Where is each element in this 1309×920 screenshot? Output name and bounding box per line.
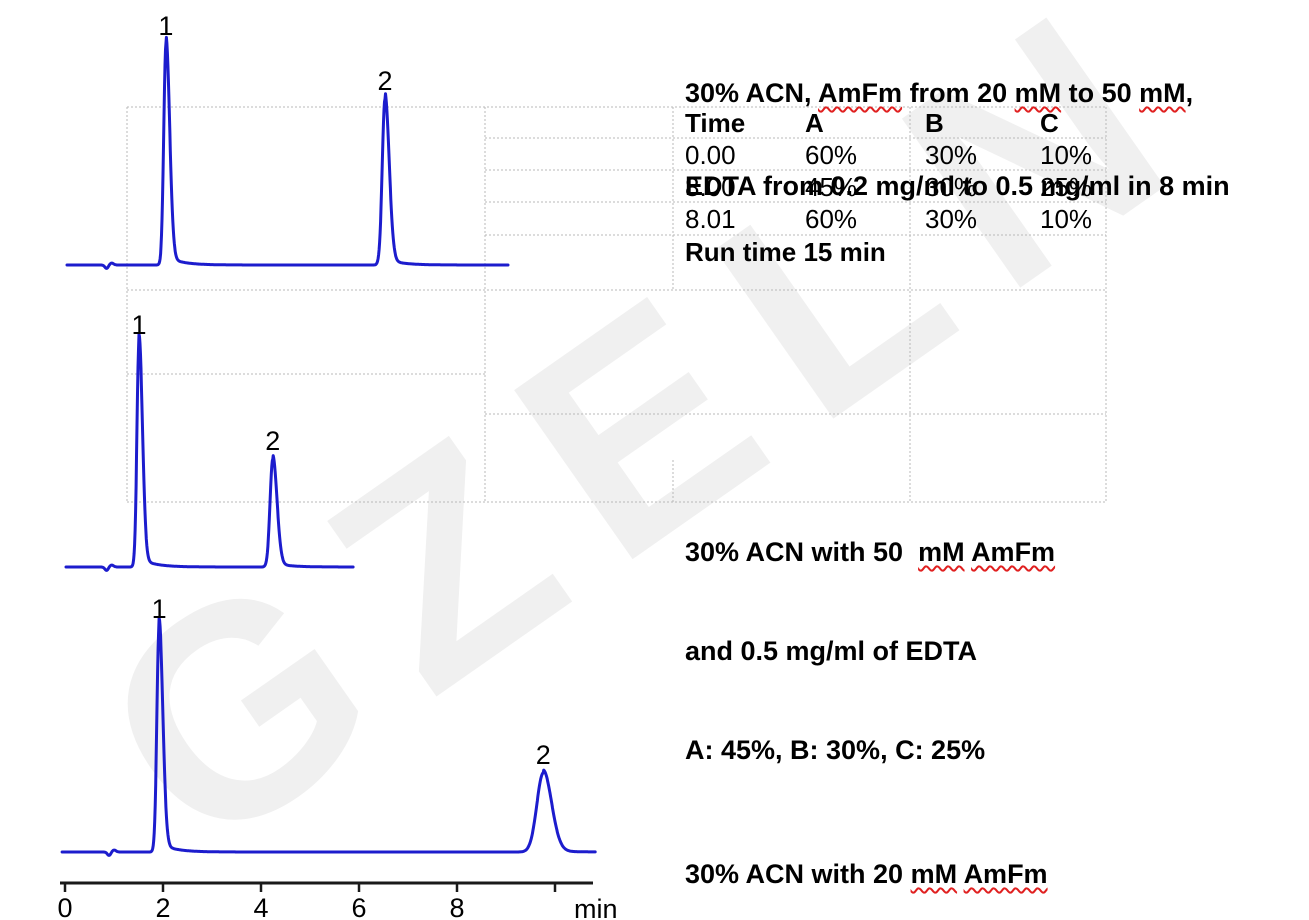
annotation-middle-line2: and 0.5 mg/ml of EDTA	[685, 636, 978, 666]
table-cell: 30%	[925, 140, 978, 170]
peak-label-2: 2	[377, 66, 393, 96]
text-run: from 20	[902, 78, 1015, 108]
table-header-cell: C	[1040, 108, 1059, 138]
table-cell: 25%	[1040, 172, 1093, 202]
table-cell: 10%	[1040, 204, 1093, 234]
text-run: ,	[1185, 78, 1194, 108]
text-run: 30% ACN with 20	[685, 859, 911, 889]
text-run: to 50	[1061, 78, 1140, 108]
table-cell: 0.00	[685, 140, 736, 170]
misspelled-word: AmFm	[963, 859, 1048, 889]
x-axis-tick-label: 8	[449, 893, 465, 920]
misspelled-word: AmFm	[971, 537, 1056, 567]
table-cell: 60%	[805, 140, 858, 170]
table-cell: 45%	[805, 172, 858, 202]
misspelled-word: mM	[1139, 78, 1186, 108]
peak-label-1: 1	[131, 310, 147, 340]
peak-label-1: 1	[151, 594, 167, 624]
table-header-cell: A	[805, 108, 824, 138]
table-cell: 8.01	[685, 204, 736, 234]
text-run: 30% ACN,	[685, 78, 819, 108]
table-header-cell: B	[925, 108, 944, 138]
chromatogram-trace-2	[64, 332, 355, 572]
misspelled-word: mM	[1014, 78, 1062, 108]
x-axis-unit-label: min	[574, 894, 618, 920]
table-cell: 30%	[925, 172, 978, 202]
misspelled-word: mM	[910, 859, 958, 889]
table-header-cell: Time	[685, 108, 746, 138]
table-cell: 60%	[805, 204, 858, 234]
chromatogram-trace-1	[65, 35, 510, 270]
conditions-heading-line1: 30% ACN, AmFm from 20 mM to 50 mM,	[685, 78, 1230, 109]
peak-label-2: 2	[265, 426, 281, 456]
annotation-bottom: 30% ACN with 20 mM AmFm and 0.2 mg/ml of…	[685, 792, 1048, 920]
chromatogram-trace-3	[60, 616, 597, 857]
table-cell: 10%	[1040, 140, 1093, 170]
x-axis-tick-label: 6	[351, 893, 367, 920]
x-axis-tick-label: 2	[155, 893, 171, 920]
text-run: 30% ACN with 50	[685, 537, 919, 567]
peak-label-1: 1	[158, 11, 174, 41]
table-footer-runtime: Run time 15 min	[685, 237, 886, 267]
conditions-heading: 30% ACN, AmFm from 20 mM to 50 mM, EDTA …	[685, 16, 1230, 264]
annotation-bottom-line1: 30% ACN with 20 mM AmFm	[685, 858, 1048, 891]
peak-label-2: 2	[535, 740, 551, 770]
misspelled-word: AmFm	[818, 78, 903, 108]
annotation-middle-line1: 30% ACN with 50 mM AmFm	[685, 536, 1055, 569]
misspelled-word: mM	[918, 537, 965, 567]
annotation-middle-line3: A: 45%, B: 30%, C: 25%	[685, 735, 986, 765]
x-axis-tick-label: 4	[253, 893, 269, 920]
table-cell: 30%	[925, 204, 978, 234]
conditions-heading-line2: EDTA from 0.2 mg/ml to 0.5 mg/ml in 8 mi…	[685, 171, 1230, 201]
x-axis-tick-label: 0	[57, 893, 73, 920]
table-cell: 8.00	[685, 172, 736, 202]
annotation-middle: 30% ACN with 50 mM AmFm and 0.5 mg/ml of…	[685, 470, 1055, 833]
